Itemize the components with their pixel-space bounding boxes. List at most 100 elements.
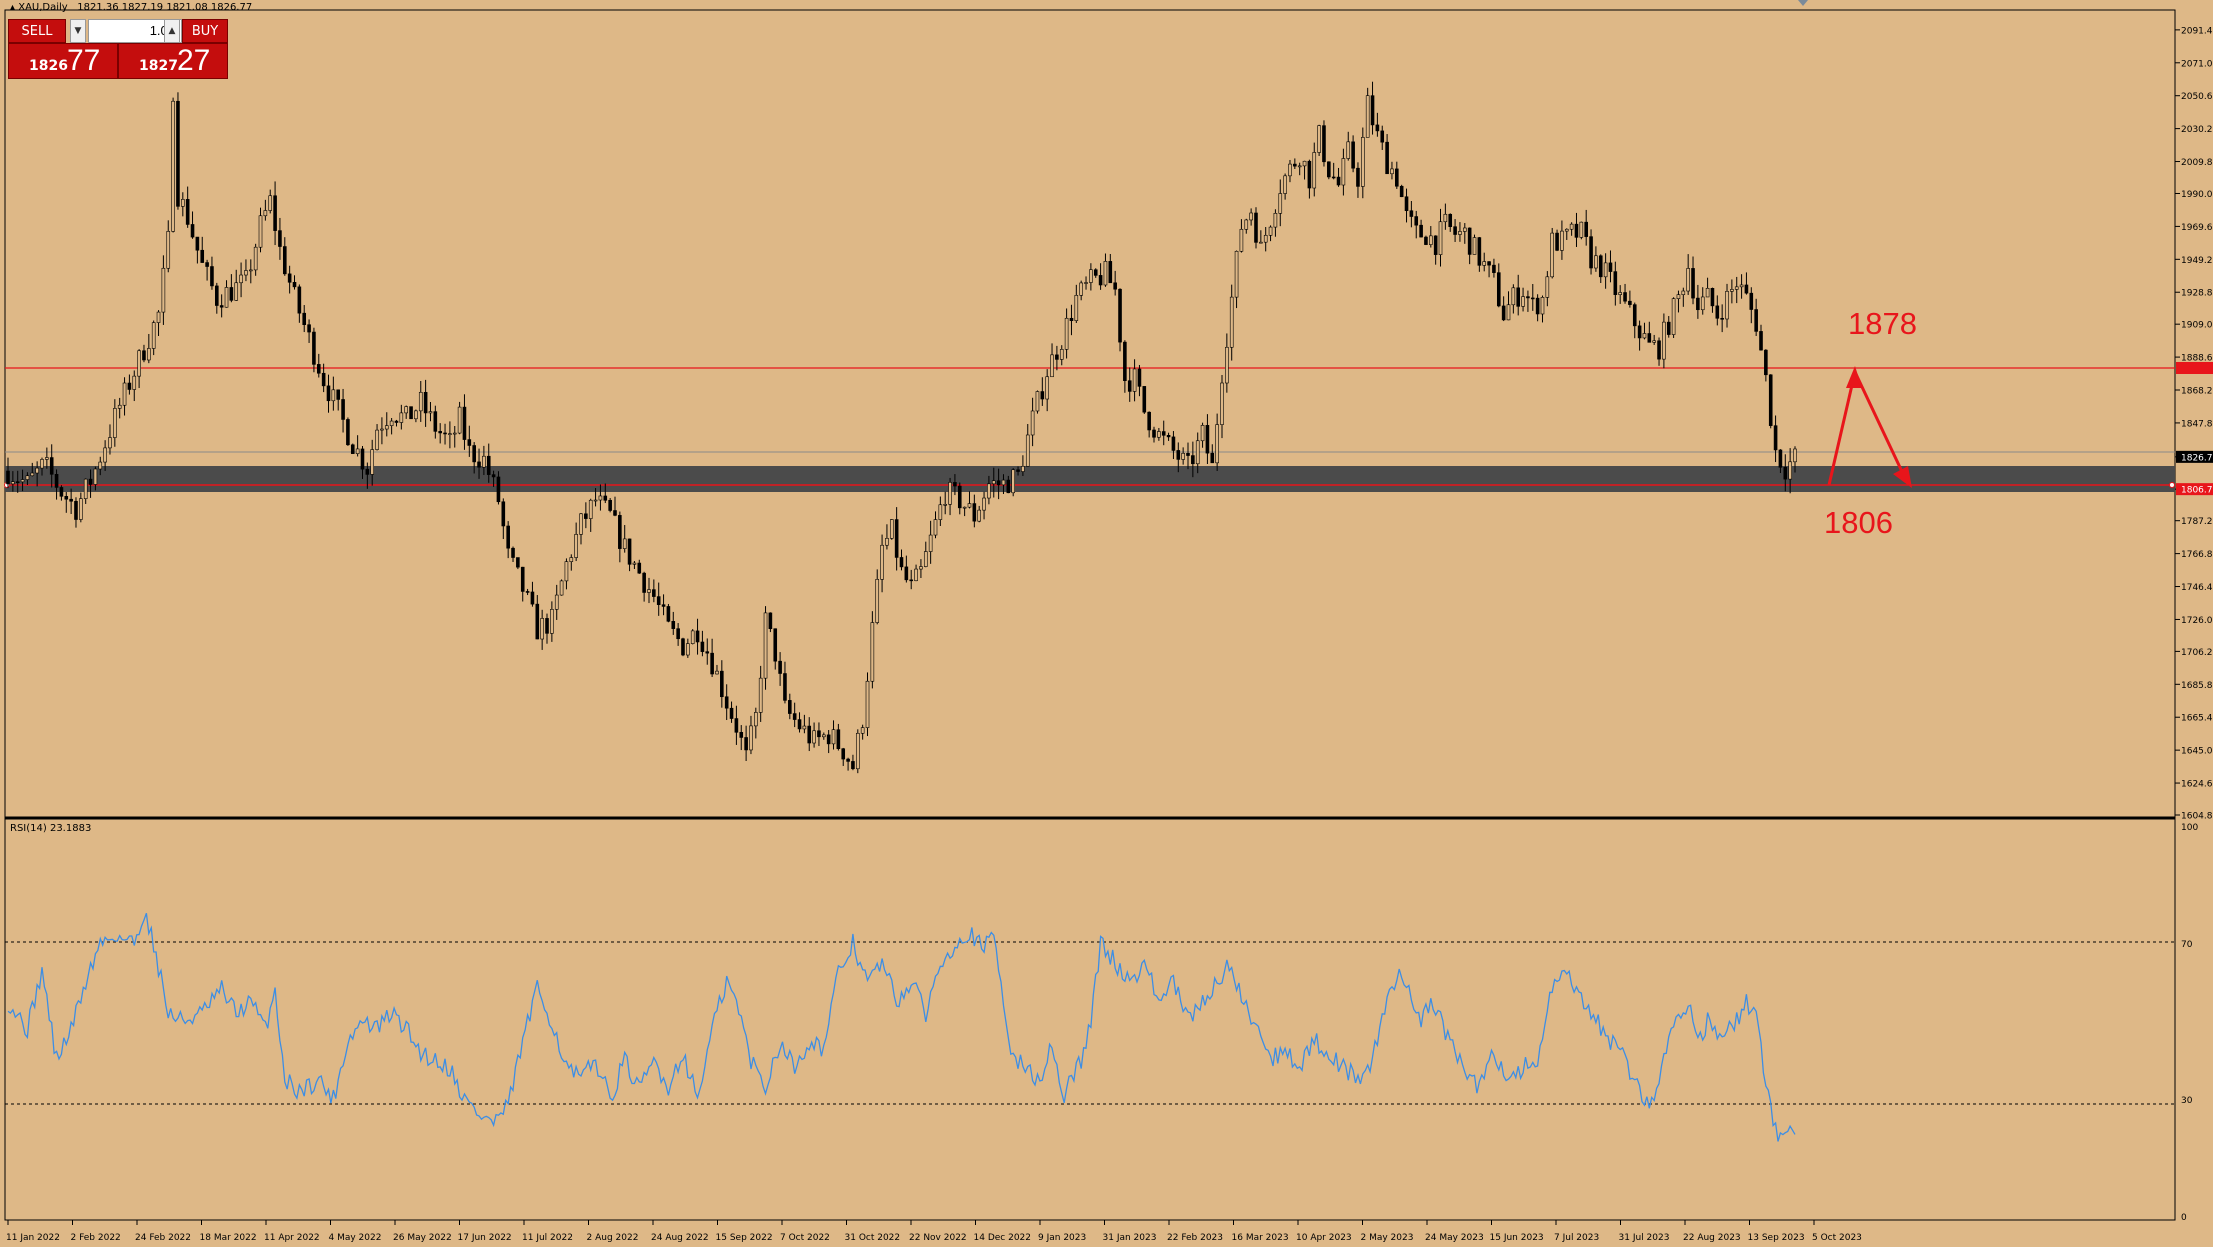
candle-body bbox=[278, 230, 282, 247]
candle-body bbox=[1064, 317, 1069, 350]
candle-body bbox=[540, 618, 544, 640]
candle-body bbox=[1477, 237, 1482, 266]
candle-body bbox=[1482, 261, 1487, 266]
candle-body bbox=[511, 547, 515, 558]
candle-body bbox=[1662, 321, 1666, 360]
candle-body bbox=[802, 725, 807, 730]
candle-body bbox=[1424, 236, 1428, 245]
candle-body bbox=[365, 468, 370, 475]
price-tick-label: 1685.80 bbox=[2181, 681, 2213, 691]
lot-decrease-button[interactable]: ▼ bbox=[70, 19, 86, 43]
candle-body bbox=[1331, 176, 1336, 179]
candle-body bbox=[812, 730, 816, 744]
lot-increase-button[interactable]: ▲ bbox=[164, 19, 180, 43]
candle-body bbox=[1210, 452, 1215, 464]
time-tick-label: 16 Mar 2023 bbox=[1232, 1233, 1289, 1243]
price-tick-label: 1826.77 bbox=[2181, 453, 2213, 463]
candle-body bbox=[1341, 158, 1346, 186]
sell-button[interactable]: SELL bbox=[8, 19, 66, 43]
candle-body bbox=[1540, 297, 1545, 315]
candle-body bbox=[452, 432, 457, 435]
trade-idea-arrows[interactable] bbox=[1827, 366, 1912, 488]
sell-price-small: 1826 bbox=[29, 58, 68, 74]
candle-body bbox=[1259, 241, 1263, 244]
time-tick-label: 9 Jan 2023 bbox=[1038, 1233, 1086, 1243]
level-anchor-right[interactable] bbox=[2169, 482, 2175, 488]
candle-body bbox=[705, 651, 710, 654]
buy-price-small: 1827 bbox=[139, 58, 178, 74]
candle-body bbox=[1191, 455, 1195, 465]
candle-body bbox=[1297, 165, 1302, 168]
candle-body bbox=[598, 495, 603, 501]
candle-body bbox=[1560, 230, 1564, 251]
candle-body bbox=[1351, 141, 1355, 169]
candle-body bbox=[700, 641, 705, 652]
candle-body bbox=[1346, 141, 1351, 159]
candle-body bbox=[292, 281, 297, 288]
candle-body bbox=[1642, 333, 1647, 339]
candle-body bbox=[64, 496, 69, 500]
candle-body bbox=[1361, 137, 1365, 187]
candle-body bbox=[1263, 234, 1268, 243]
candle-body bbox=[1025, 434, 1030, 467]
candle-body bbox=[817, 730, 821, 738]
candle-body bbox=[1327, 161, 1331, 178]
candle-body bbox=[1429, 235, 1433, 245]
price-tick-label: 2030.20 bbox=[2181, 125, 2213, 135]
candle-body bbox=[1545, 276, 1550, 298]
candle-body bbox=[1045, 376, 1049, 400]
main-chart-frame bbox=[4, 9, 2176, 819]
candle-body bbox=[1409, 210, 1414, 217]
price-tick-label: 1969.60 bbox=[2181, 223, 2213, 233]
candle-body bbox=[622, 538, 627, 549]
candle-body bbox=[1594, 255, 1598, 269]
candle-body bbox=[967, 503, 972, 508]
candle-body bbox=[341, 399, 345, 420]
candle-body bbox=[1098, 275, 1103, 286]
candle-body bbox=[1181, 452, 1185, 460]
candle-body bbox=[690, 630, 695, 644]
candle-body bbox=[1225, 346, 1229, 384]
candle-body bbox=[792, 713, 797, 720]
candle-body bbox=[1166, 435, 1171, 438]
price-tick-label: 1868.20 bbox=[2181, 387, 2213, 397]
candle-body bbox=[161, 267, 166, 313]
price-tick-label: 1909.00 bbox=[2181, 321, 2213, 331]
candle-body bbox=[1113, 282, 1117, 290]
candle-body bbox=[258, 215, 263, 248]
candle-body bbox=[1108, 261, 1113, 284]
candle-body bbox=[224, 287, 229, 308]
rsi-indicator-label: RSI(14) 23.1883 bbox=[10, 823, 92, 834]
candle-body bbox=[593, 499, 598, 502]
candle-body bbox=[234, 282, 239, 301]
time-tick-label: 31 Oct 2022 bbox=[845, 1233, 901, 1243]
time-tick-label: 14 Dec 2022 bbox=[974, 1233, 1032, 1243]
candle-body bbox=[331, 389, 336, 402]
candle-body bbox=[1283, 175, 1287, 194]
candle-body bbox=[1229, 296, 1234, 348]
candle-body bbox=[783, 673, 787, 701]
candle-body bbox=[122, 382, 127, 406]
candle-body bbox=[1147, 411, 1151, 431]
candle-body bbox=[953, 482, 957, 487]
candle-body bbox=[754, 712, 758, 727]
candle-body bbox=[1739, 284, 1744, 288]
candle-body bbox=[501, 501, 506, 527]
resistance-price-label-bg bbox=[2176, 362, 2213, 374]
candle-body bbox=[579, 513, 583, 535]
candle-body bbox=[1730, 289, 1734, 292]
chart-collapse-icon[interactable]: ▴ bbox=[10, 2, 16, 13]
candle-body bbox=[860, 727, 865, 734]
candle-body bbox=[676, 628, 680, 640]
buy-button[interactable]: BUY bbox=[182, 19, 228, 43]
candle-body bbox=[1254, 212, 1258, 243]
sell-price-button[interactable]: 1826 77 bbox=[8, 43, 118, 79]
time-tick-label: 15 Jun 2023 bbox=[1490, 1233, 1544, 1243]
candle-body bbox=[1419, 224, 1423, 238]
time-tick-label: 5 Oct 2023 bbox=[1812, 1233, 1862, 1243]
candle-body bbox=[1705, 288, 1710, 298]
buy-price-button[interactable]: 1827 27 bbox=[118, 43, 228, 79]
candle-body bbox=[1720, 317, 1724, 320]
candle-body bbox=[1773, 425, 1778, 451]
